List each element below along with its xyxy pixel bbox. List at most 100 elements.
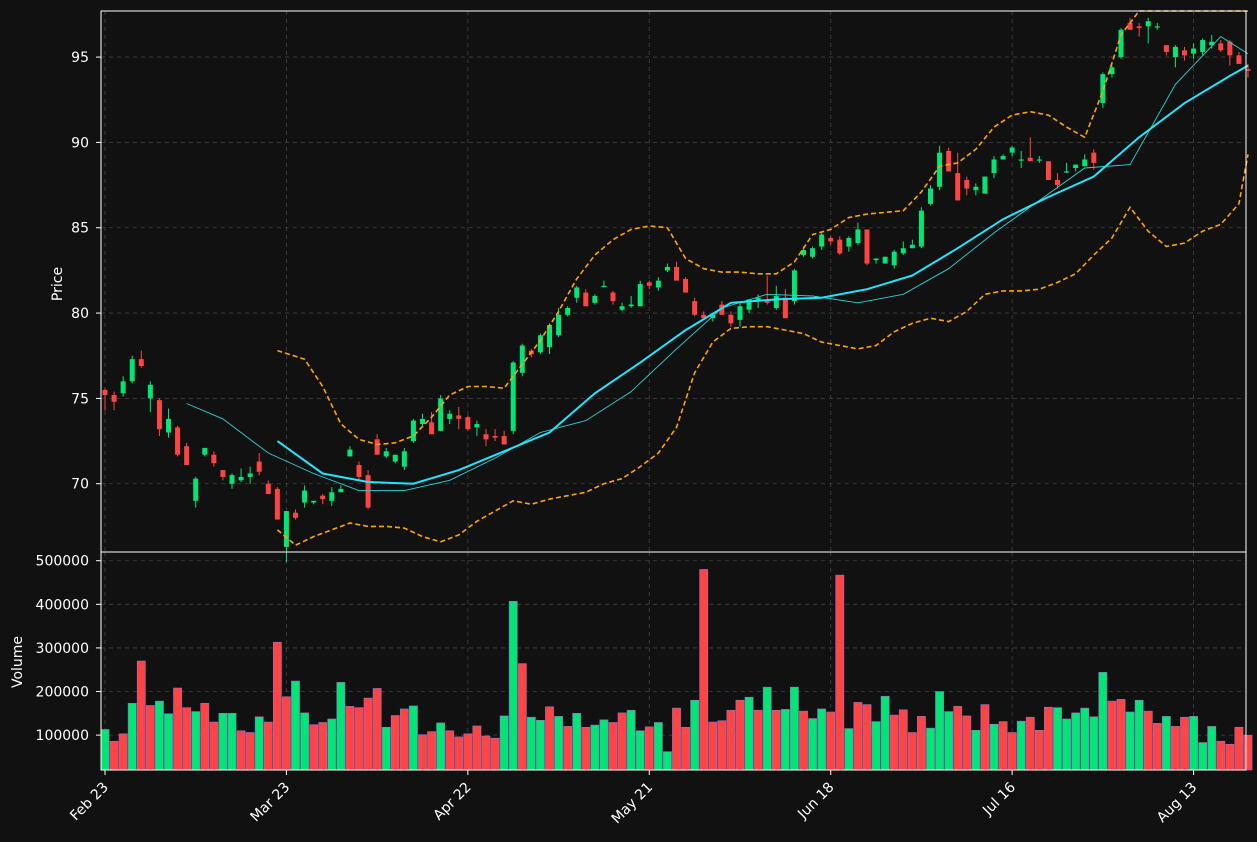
volume-bar [581,726,591,771]
candle-body [320,495,326,500]
candle-body [1182,50,1187,56]
volume-bar [808,718,817,771]
volume-bar [1180,716,1189,771]
volume-bar [109,740,119,771]
volume-bar [699,569,709,771]
candle-body [728,314,734,324]
volume-bar [926,727,935,771]
candle-body [1082,159,1088,167]
volume-bar [1034,730,1044,771]
volume-bar [399,708,409,771]
volume-bar [1234,726,1244,771]
volume-bar [1143,710,1153,771]
volume-bar [771,709,781,771]
candle-body [1018,159,1024,161]
candle-body [265,483,271,494]
volume-bar [481,735,491,771]
volume-bar [1107,700,1117,771]
volume-bar [790,686,799,771]
volume-bar [536,719,545,771]
volume-bar [545,706,554,771]
volume-bar [472,725,482,771]
candle-body [547,325,552,348]
price-tick-label: 90 [71,135,89,151]
candle-body [138,359,144,366]
candle-body [782,297,788,319]
volume-bar [780,709,790,771]
volume-bar [971,730,981,771]
volume-bar [962,715,972,771]
price-tick-label: 85 [71,221,89,237]
candle-body [329,492,335,501]
candle-body [764,301,770,303]
candle-body [247,473,253,477]
volume-bar [263,721,273,771]
candle-body [810,248,816,257]
candle-body [746,299,752,310]
volume-bar [826,711,836,771]
candle-body [129,359,135,382]
candle-body [519,345,525,373]
volume-bar [953,706,963,771]
volume-tick-label: 200000 [36,685,89,701]
candle-body [583,292,589,307]
candle-body [256,461,262,472]
volume-bar [898,709,908,771]
volume-bar [336,682,346,771]
candle-body [1009,147,1015,153]
candle-body [429,422,435,435]
candle-body [293,512,298,518]
candle-body [918,210,924,247]
volume-bar [100,729,110,771]
volume-bar [1152,723,1162,771]
volume-bar [917,716,926,771]
price-tick-label: 95 [71,50,89,66]
candle-body [683,278,689,293]
candle-body [837,239,843,254]
candle-body [338,488,344,493]
candle-body [311,500,317,503]
volume-bar [209,721,219,771]
candle-body [365,475,371,508]
volume-bar [1216,740,1226,771]
candle-body [1191,48,1197,54]
candle-body [601,285,607,287]
candle-body [383,451,389,457]
candle-body [664,266,670,271]
candle-body [1045,161,1051,180]
volume-bar [998,721,1008,771]
volume-bar [254,716,264,771]
candle-body [610,292,616,302]
volume-bar [372,688,382,771]
volume-bar [1089,716,1099,771]
price-tick-label: 80 [71,306,89,322]
candle-body [465,417,471,430]
volume-bar [427,731,436,771]
candle-body [1154,26,1160,28]
volume-bar [327,718,337,771]
volume-bar [1098,672,1108,771]
candle-body [1218,43,1224,51]
candle-body [1091,152,1097,163]
candle-body [456,415,462,419]
volume-bar [418,734,427,771]
volume-bar [599,719,609,771]
volume-bar [871,721,881,771]
candle-body [801,249,806,256]
candle-body [637,284,643,307]
candle-body [982,176,988,194]
volume-bar [617,712,627,771]
upper-band-line [277,10,1248,446]
volume-bar [1007,732,1017,771]
candle-body [1209,41,1215,46]
candle-body [755,297,761,302]
candle-body [347,449,353,457]
volume-bar [1080,707,1090,771]
candle-body [619,306,625,310]
volume-bar [672,707,681,771]
volume-bar [354,707,364,771]
candle-body [420,418,425,425]
candle-body [1136,26,1142,29]
candle-body [401,451,407,467]
